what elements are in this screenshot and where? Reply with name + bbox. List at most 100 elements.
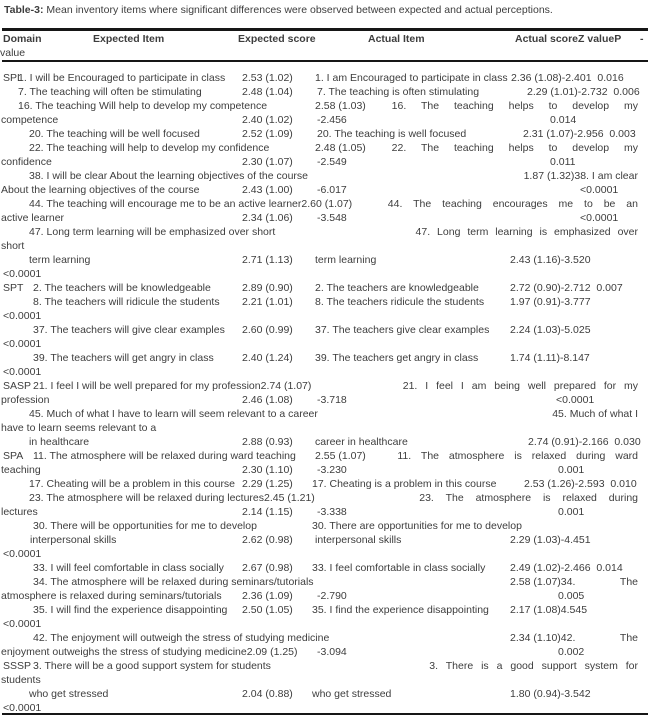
table-line: atmosphere is relaxed during seminars/tu… xyxy=(0,590,650,604)
cell-text: 2.29 (1.25) xyxy=(242,478,293,490)
table-line: teaching 2.30 (1.10) -3.230 0.001 xyxy=(0,464,650,478)
table-line: 35. I will find the experience disappoin… xyxy=(0,604,650,618)
cell-text: interpersonal skills xyxy=(30,534,117,546)
cell-text: 30. There are opportunities for me to de… xyxy=(312,520,522,532)
cell-text: SPL xyxy=(3,72,23,84)
cell-text: 2.53 (1.02) xyxy=(242,72,293,84)
table-line: 33. I will feel comfortable in class soc… xyxy=(0,562,650,576)
table-line: <0.0001 xyxy=(0,548,650,562)
table-line: 8. The teachers will ridicule the studen… xyxy=(0,296,650,310)
cell-text: lectures xyxy=(1,506,38,518)
table-line: active learner 2.34 (1.06) -3.548 <0.0001 xyxy=(0,212,650,226)
cell-text: -3.718 xyxy=(317,394,347,406)
cell-text: 2.40 (1.02) xyxy=(242,114,293,126)
header-expected-item: Expected Item xyxy=(93,33,165,45)
table-line: who get stressed 2.04 (0.88) who get stres… xyxy=(0,688,650,702)
cell-text: term learning xyxy=(29,254,91,266)
cell-text: 35. I will find the experience disappoin… xyxy=(33,604,228,616)
table-line: 45. Much of what I have to learn will se… xyxy=(0,408,650,422)
cell-text: 38. I will be clear About the learning o… xyxy=(29,170,308,182)
cell-text: <0.0001 xyxy=(3,310,42,322)
cell-text: 0.001 xyxy=(558,506,585,518)
cell-text: students xyxy=(1,674,41,686)
cell-text: -3.338 xyxy=(317,506,347,518)
cell-text: 2.58 (1.03) xyxy=(315,100,366,112)
header-domain-wrap: value xyxy=(0,47,26,59)
cell-text: confidence xyxy=(1,156,52,168)
table-line: <0.0001 xyxy=(0,702,650,716)
cell-text: <0.0001 xyxy=(556,394,595,406)
cell-text: in healthcare xyxy=(29,436,90,448)
table-line: 44. The teaching will encourage me to be… xyxy=(0,198,650,212)
table-line: SPA 11. The atmosphere will be relaxed du… xyxy=(0,450,650,464)
table-mid-rule xyxy=(2,60,648,62)
cell-text: 2. The teachers will be knowledgeable xyxy=(33,282,211,294)
cell-text: SPT xyxy=(3,282,24,294)
cell-text: <0.0001 xyxy=(580,184,619,196)
cell-text: 2.46 (1.08) xyxy=(242,394,293,406)
cell-text: 1.74 (1.11)-8.147 xyxy=(510,352,590,364)
header-actual-item: Actual Item xyxy=(368,33,425,45)
cell-text: 33. I will feel comfortable in class soc… xyxy=(33,562,224,574)
cell-text: 2.34 (1.06) xyxy=(242,212,293,224)
cell-text: 44. The teaching will encourage me to be… xyxy=(29,198,353,210)
cell-text: 3. There will be a good support system f… xyxy=(33,660,271,672)
table-line: 34. The atmosphere will be relaxed durin… xyxy=(0,576,650,590)
cell-text: 2.48 (1.04) xyxy=(242,86,293,98)
cell-text: -2.549 xyxy=(317,156,347,168)
cell-text: 2.49 (1.02)-2.466 0.014 xyxy=(510,562,623,574)
cell-text: 21. I feel I am being well prepared for … xyxy=(402,380,638,392)
table-caption: Table-3: Mean inventory items where sign… xyxy=(4,3,553,17)
cell-text: 2.36 (1.08)-2.401 0.016 xyxy=(511,72,624,84)
cell-text: career in healthcare xyxy=(315,436,408,448)
table-header-row-wrap: value xyxy=(0,47,650,59)
cell-text: active learner xyxy=(1,212,65,224)
cell-text: 8. The teachers ridicule the students xyxy=(315,296,485,308)
table-line: SASP 21. I feel I will be well prepared f… xyxy=(0,380,650,394)
cell-text: -6.017 xyxy=(317,184,347,196)
cell-text: <0.0001 xyxy=(3,618,42,630)
cell-text: <0.0001 xyxy=(3,338,42,350)
cell-text: 39. The teachers will get angry in class xyxy=(33,352,214,364)
header-domain: Domain xyxy=(3,33,42,45)
cell-text: competence xyxy=(1,114,59,126)
table-line: interpersonal skills 2.62 (0.98) interpers… xyxy=(0,534,650,548)
cell-text: 2.21 (1.01) xyxy=(242,296,293,308)
table-line: 30. There will be opportunities for me t… xyxy=(0,520,650,534)
table-line: 47. Long term learning will be emphasize… xyxy=(0,226,650,240)
cell-text: term learning xyxy=(315,254,377,266)
cell-text: 2.40 (1.24) xyxy=(242,352,293,364)
cell-text: 35. I find the experience disappointing xyxy=(312,604,489,616)
table-line: lectures 2.14 (1.15) -3.338 0.001 xyxy=(0,506,650,520)
cell-text: About the learning objectives of the cou… xyxy=(1,184,200,196)
cell-text: 2.48 (1.05) xyxy=(315,142,366,154)
table-line: <0.0001 xyxy=(0,338,650,352)
table-line: short xyxy=(0,240,650,254)
cell-text: The xyxy=(619,632,638,644)
cell-text: who get stressed xyxy=(312,688,392,700)
cell-text: 2.71 (1.13) xyxy=(242,254,293,266)
cell-text: 47. Long term learning will be emphasize… xyxy=(29,226,276,238)
cell-text: 2.88 (0.93) xyxy=(242,436,293,448)
cell-text: 47. Long term learning is emphasized ove… xyxy=(415,226,638,238)
cell-text: <0.0001 xyxy=(3,702,42,714)
cell-text: -2.790 xyxy=(317,590,347,602)
table-bottom-rule xyxy=(2,713,648,715)
table-line: 38. I will be clear About the learning o… xyxy=(0,170,650,184)
cell-text: -3.230 xyxy=(317,464,347,476)
cell-text: 22. The teaching will help to develop my… xyxy=(29,142,270,154)
cell-text: 2.74 (0.91)-2.166 0.030 xyxy=(528,436,641,448)
cell-text: 0.001 xyxy=(558,464,585,476)
cell-text: 16. The teaching Will help to develop my… xyxy=(18,100,268,112)
cell-text: 3. There is a good support system for xyxy=(429,660,638,672)
cell-text: 2.72 (0.90)-2.712 0.007 xyxy=(510,282,623,294)
cell-text: 2.43 (1.16)-3.520 xyxy=(510,254,591,266)
cell-text: SSSP xyxy=(3,660,32,672)
table-line: students xyxy=(0,674,650,688)
cell-text: 17. Cheating is a problem in this course xyxy=(312,478,497,490)
cell-text: teaching xyxy=(1,464,41,476)
cell-text: 23. The atmosphere will be relaxed durin… xyxy=(29,492,315,504)
cell-text: 0.002 xyxy=(558,646,585,658)
cell-text: 11. The atmosphere is relaxed during war… xyxy=(397,450,638,462)
